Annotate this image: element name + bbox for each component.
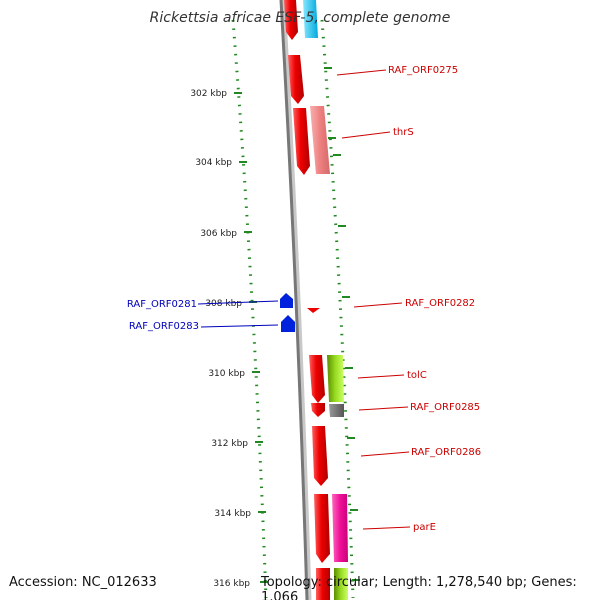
tick-label: 306 kbp <box>200 229 237 239</box>
gene-arrow <box>327 355 344 402</box>
tick-mark: 310 kbp <box>208 369 260 379</box>
tick-label: 314 kbp <box>214 509 251 519</box>
forward-gene-labels: RAF_ORF0275 thrS RAF_ORF0282 tolC RAF_OR… <box>336 65 481 533</box>
tick-mark: 308 kbp <box>205 299 257 309</box>
tick-mark: 304 kbp <box>195 158 247 168</box>
tick-mark: 316 kbp <box>213 579 268 589</box>
genome-info-label: Topology: circular; Length: 1,278,540 bp… <box>261 575 577 600</box>
gene-label: RAF_ORF0282 <box>405 298 475 309</box>
tick-mark: 302 kbp <box>190 89 242 99</box>
gene-label: RAF_ORF0286 <box>411 447 481 458</box>
accession-label: Accession: NC_012633 <box>9 575 157 590</box>
genome-backbone-shadow <box>280 0 312 600</box>
reverse-strand-features <box>280 293 295 332</box>
map-title: Rickettsia africae ESF-5, complete genom… <box>149 10 451 26</box>
gene-label: RAF_ORF0281 <box>127 299 197 310</box>
gene-arrow <box>314 494 330 563</box>
gene-label: parE <box>413 522 436 533</box>
tick-mark: 306 kbp <box>200 229 252 239</box>
gene-arrow <box>281 315 295 332</box>
genome-backbone <box>279 0 309 600</box>
gene-label: tolC <box>407 370 427 381</box>
gene-arrow <box>334 568 348 600</box>
gene-label: RAF_ORF0285 <box>410 402 480 413</box>
gene-arrow <box>288 55 304 104</box>
gene-arrow <box>293 108 310 175</box>
gene-arrow <box>303 0 318 38</box>
forward-strand-features <box>284 0 348 600</box>
gene-arrow <box>310 106 330 174</box>
gene-arrow <box>311 403 325 417</box>
gene-arrow <box>316 568 330 600</box>
tick-label: 302 kbp <box>190 89 227 99</box>
gene-label: thrS <box>393 127 414 138</box>
tick-ruler: 302 kbp 304 kbp 306 kbp 308 kbp 310 kbp … <box>190 67 360 589</box>
gene-arrow <box>329 404 344 417</box>
gene-label: RAF_ORF0283 <box>129 321 199 332</box>
gene-arrow <box>312 426 328 486</box>
tick-label: 316 kbp <box>213 579 250 589</box>
tick-label: 312 kbp <box>211 439 248 449</box>
tick-mark: 312 kbp <box>211 439 263 449</box>
gene-arrow <box>307 308 320 313</box>
gene-arrow <box>284 0 298 40</box>
reverse-gene-labels: RAF_ORF0281 RAF_ORF0283 <box>127 299 279 332</box>
tick-label: 304 kbp <box>195 158 232 168</box>
gene-arrow <box>280 293 293 308</box>
tick-label: 310 kbp <box>208 369 245 379</box>
gene-label: RAF_ORF0275 <box>388 65 458 76</box>
tick-mark: 314 kbp <box>214 509 266 519</box>
tick-label: 308 kbp <box>205 299 242 309</box>
gene-arrow <box>309 355 325 403</box>
gene-arrow <box>332 494 348 562</box>
